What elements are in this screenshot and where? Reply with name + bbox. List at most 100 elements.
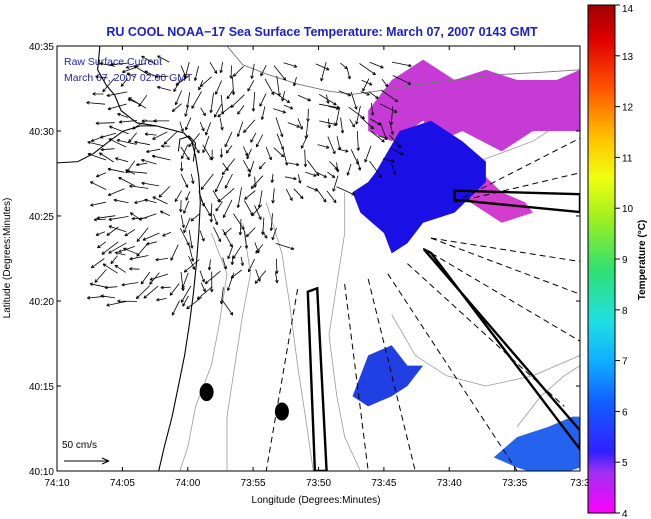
current-vector xyxy=(245,227,256,238)
current-vector xyxy=(152,131,168,140)
x-axis: 74:10 74:05 74:00 73:55 73:50 73:45 73:40 73:35… xyxy=(44,46,590,489)
bathymetry-contour-1 xyxy=(226,222,251,471)
current-vector xyxy=(92,92,104,96)
current-vector xyxy=(175,75,190,86)
current-vector xyxy=(151,154,171,161)
current-vector xyxy=(196,286,213,300)
current-vector xyxy=(264,78,275,96)
current-vector xyxy=(315,187,327,203)
current-vector xyxy=(350,91,358,110)
current-vector xyxy=(232,245,242,260)
current-vector xyxy=(381,89,399,103)
colorbar-tick-label: 10 xyxy=(622,204,634,215)
current-vector xyxy=(205,122,212,136)
current-vector xyxy=(136,227,149,243)
current-vector xyxy=(247,160,255,178)
current-vector xyxy=(270,173,275,183)
current-vector xyxy=(243,200,254,216)
current-vector xyxy=(98,152,114,163)
current-vector xyxy=(107,103,127,111)
current-vector xyxy=(219,62,224,74)
current-vector xyxy=(276,75,281,97)
current-vector xyxy=(116,138,137,145)
current-vector xyxy=(186,296,203,310)
y-axis: 40:35 40:30 40:25 40:20 40:15 40:10 xyxy=(29,42,580,478)
current-vector xyxy=(118,177,136,187)
current-vector xyxy=(332,175,339,192)
colorbar-tick-label: 14 xyxy=(622,4,634,15)
current-vector xyxy=(128,132,138,143)
x-tick-label: 73:55 xyxy=(241,478,266,489)
y-tick-label: 40:20 xyxy=(29,297,54,308)
current-vector xyxy=(224,131,233,148)
current-vector xyxy=(378,135,388,140)
current-vector xyxy=(188,133,201,148)
current-vector xyxy=(254,205,262,220)
current-vector xyxy=(382,158,395,163)
current-vector xyxy=(218,188,235,203)
current-vector xyxy=(156,85,172,91)
current-vector xyxy=(359,63,376,76)
current-vector xyxy=(110,62,128,67)
current-vector xyxy=(95,75,108,79)
colorbar-tick-label: 7 xyxy=(622,357,628,368)
colorbar: 4 5 6 7 8 9 10 11 12 13 14 Temperature (°C) xyxy=(587,4,648,519)
current-vector xyxy=(213,226,222,243)
current-vector xyxy=(255,134,264,148)
x-tick-label: 74:10 xyxy=(44,478,69,489)
current-vector xyxy=(275,272,279,284)
bathymetry-contour-3 xyxy=(328,192,361,471)
current-vector xyxy=(250,175,264,189)
current-vector xyxy=(370,103,375,116)
current-vector xyxy=(369,61,384,69)
current-vector xyxy=(316,171,328,178)
y-tick-label: 40:10 xyxy=(29,467,54,478)
x-tick-label: 73:45 xyxy=(371,478,396,489)
current-vector xyxy=(155,257,169,262)
current-vector xyxy=(213,213,219,226)
current-vector xyxy=(237,105,245,115)
current-vector xyxy=(89,282,107,288)
current-vector xyxy=(336,186,355,196)
sst-patch-southeast-blue xyxy=(493,416,580,471)
current-vector xyxy=(226,89,234,100)
current-vector xyxy=(169,283,180,296)
sampling-wedge-north xyxy=(453,189,580,214)
current-vector xyxy=(215,80,222,95)
current-vector xyxy=(134,140,150,146)
map-plot xyxy=(56,45,581,472)
current-vector xyxy=(100,294,116,299)
current-vector xyxy=(210,149,214,160)
current-vector xyxy=(271,188,275,204)
current-vector xyxy=(99,62,116,67)
current-vector xyxy=(355,105,361,125)
current-vector xyxy=(217,104,233,118)
current-vector xyxy=(188,230,194,249)
current-vector xyxy=(126,169,148,174)
current-vector xyxy=(160,144,171,148)
current-vector xyxy=(179,121,184,133)
dashed-ray-1 xyxy=(454,172,580,203)
sst-patch-north-magenta xyxy=(368,59,580,152)
current-vector xyxy=(229,65,233,79)
current-vector xyxy=(319,120,338,126)
current-vector xyxy=(335,162,340,173)
current-vector xyxy=(360,116,374,130)
current-vector xyxy=(158,186,171,198)
current-vector xyxy=(381,78,389,88)
current-vector xyxy=(144,70,158,78)
current-vector xyxy=(109,125,129,135)
current-vector xyxy=(188,255,196,270)
current-vector xyxy=(297,118,303,130)
current-vector xyxy=(285,188,293,201)
current-vector xyxy=(120,78,128,87)
current-vector xyxy=(106,91,128,97)
dashed-ray-8 xyxy=(344,283,369,471)
current-vector xyxy=(260,65,267,77)
current-vector xyxy=(199,230,205,242)
sandy-hook xyxy=(177,135,197,162)
current-vector xyxy=(369,160,382,178)
current-vector xyxy=(145,148,161,154)
current-vector xyxy=(157,55,170,63)
current-vector xyxy=(200,107,206,117)
